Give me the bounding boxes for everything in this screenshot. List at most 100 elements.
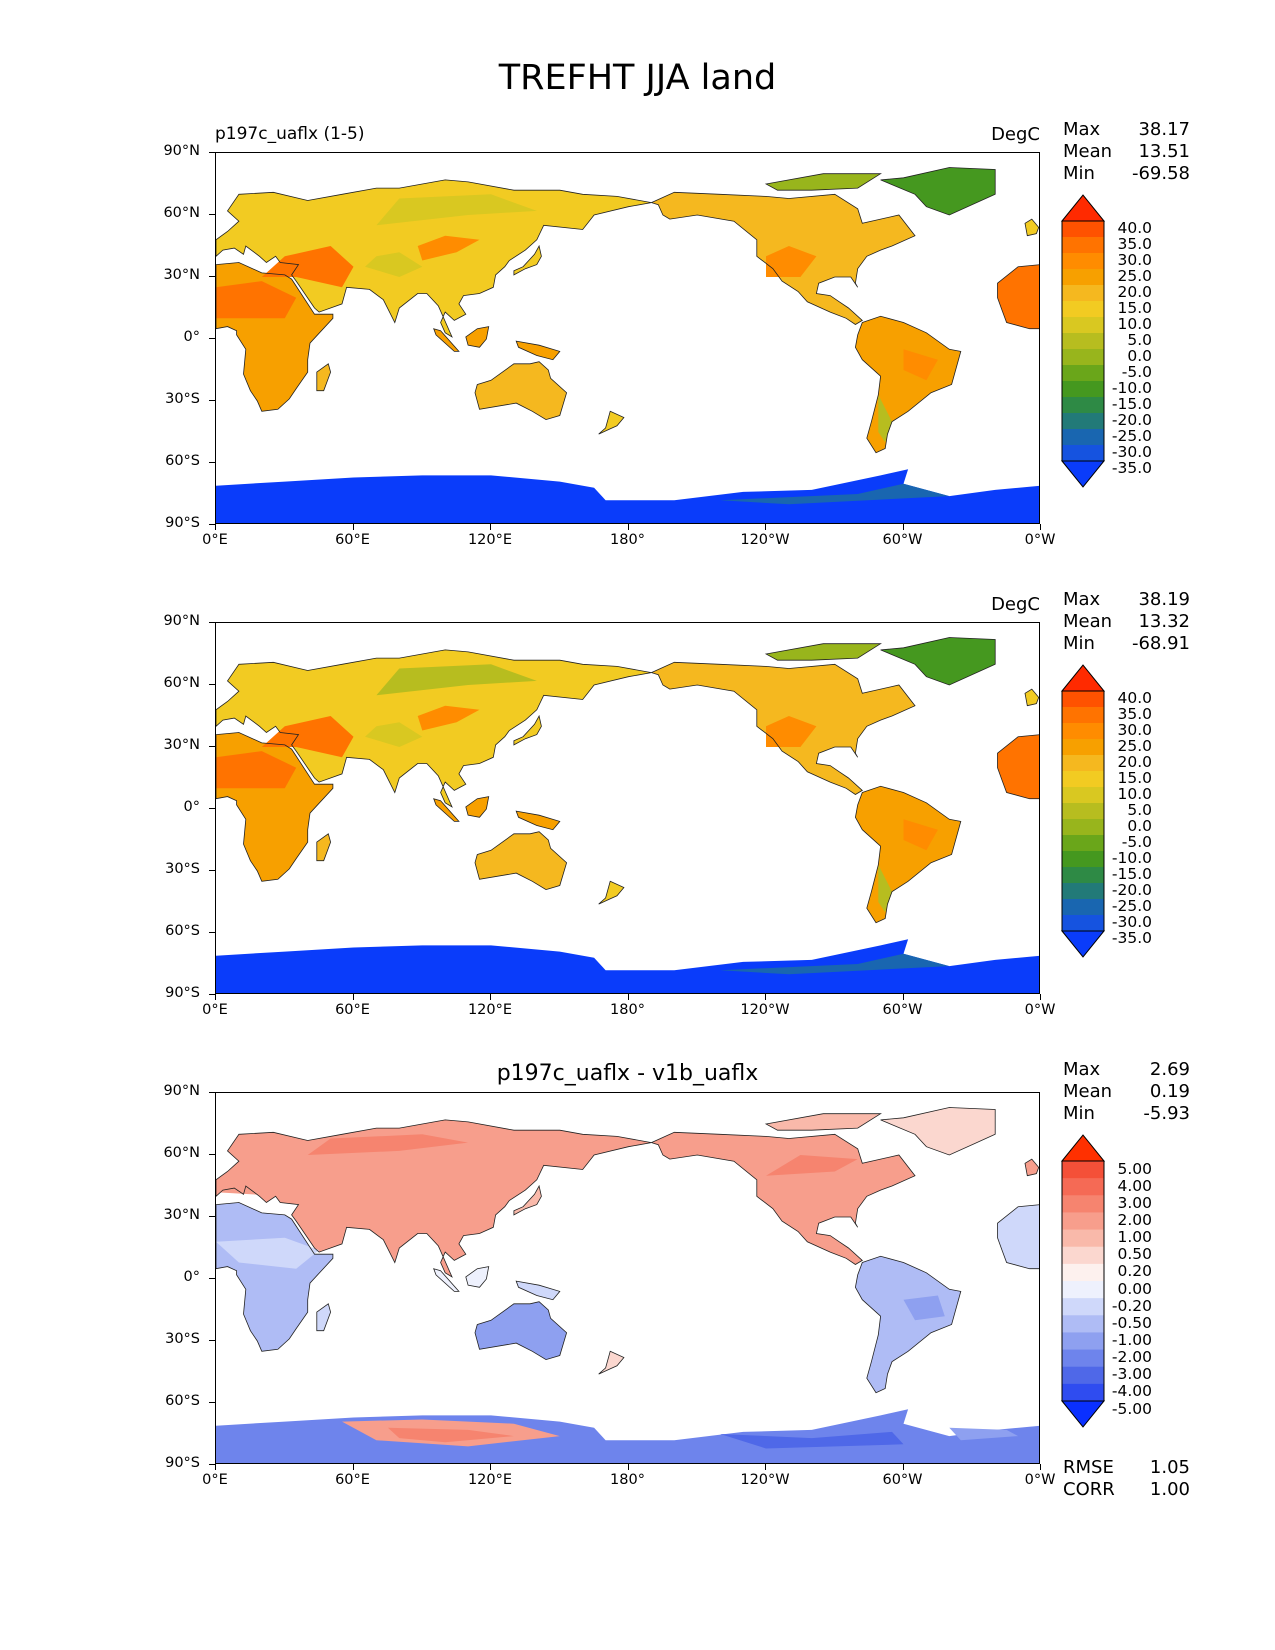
y-tick-label: 0° — [183, 799, 200, 815]
colorbar-level-label: 15.0 — [1117, 769, 1152, 787]
colorbar-level-label: -0.20 — [1111, 1296, 1152, 1315]
land-australia — [475, 361, 567, 420]
x-tick-mark — [215, 994, 217, 1000]
colorbar-extend-max — [1060, 1134, 1106, 1162]
stat-label-max: Max — [1063, 119, 1101, 140]
land-madagascar — [316, 833, 331, 861]
colorbar-level-label: -2.00 — [1111, 1348, 1152, 1367]
coastline-uk — [1024, 218, 1039, 237]
coastline-africaWest — [997, 734, 1039, 800]
land-australia — [475, 831, 567, 890]
coastline-eurasia — [216, 1119, 652, 1278]
colorbar-segment — [1062, 1195, 1104, 1213]
colorbar-level-label: -4.00 — [1111, 1382, 1152, 1401]
land-africaWest — [997, 264, 1039, 329]
colorbar-segment — [1062, 317, 1104, 334]
x-tick-label: 60°W — [882, 532, 923, 548]
panel-left-title: p197c_uaflx (1-5) — [215, 124, 365, 144]
x-tick-label: 120°W — [740, 1002, 790, 1018]
y-tick-mark — [209, 1402, 215, 1404]
colorbar — [1060, 664, 1106, 958]
colorbar-segment — [1062, 739, 1104, 756]
coastline-nz — [598, 410, 625, 435]
x-tick-label: 120°W — [740, 1472, 790, 1488]
x-tick-label: 0°E — [202, 532, 228, 548]
stat-label-corr: CORR — [1063, 1479, 1115, 1500]
x-tick-mark — [1040, 994, 1042, 1000]
stat-label-min: Min — [1063, 633, 1095, 654]
coastline-sumatra — [433, 798, 460, 822]
y-tick-label: 30°S — [165, 1331, 200, 1347]
land-sumatra — [433, 328, 459, 352]
colorbar-level-label: 20.0 — [1117, 753, 1152, 771]
coastline-southAmerica — [854, 785, 962, 924]
y-tick-mark — [209, 276, 215, 278]
stat-value-max: 38.19 — [1138, 589, 1190, 610]
coastline-africa — [216, 732, 334, 882]
colorbar-extend-max — [1060, 664, 1106, 692]
stat-value-min: -5.93 — [1143, 1103, 1190, 1124]
y-tick-label: 90°S — [165, 515, 200, 531]
colorbar-level-label: -35.0 — [1111, 929, 1152, 947]
colorbar-segment — [1062, 445, 1104, 462]
y-tick-label: 90°N — [163, 613, 200, 629]
y-tick-mark — [209, 994, 215, 996]
colorbar-segment — [1062, 755, 1104, 772]
colorbar-level-label: 25.0 — [1117, 267, 1152, 285]
y-tick-mark — [209, 746, 215, 748]
colorbar-level-label: 40.0 — [1117, 689, 1152, 707]
colorbar — [1060, 194, 1106, 488]
colorbar-segment — [1062, 1212, 1104, 1231]
land-japan — [513, 246, 542, 275]
x-tick-label: 120°E — [467, 1002, 513, 1018]
colorbar-segment — [1062, 899, 1104, 916]
colorbar-segment — [1062, 1366, 1104, 1385]
colorbar-level-label: 30.0 — [1117, 721, 1152, 739]
colorbar-level-label: 35.0 — [1117, 705, 1152, 723]
coastline-greenland — [880, 637, 996, 686]
coastline-greenland — [880, 1107, 996, 1156]
x-tick-label: 180° — [610, 1472, 645, 1488]
colorbar-segment — [1062, 707, 1104, 724]
stat-value-max: 2.69 — [1149, 1059, 1190, 1080]
coastline-arcticIslands — [764, 1113, 882, 1131]
stat-value-mean: 13.51 — [1138, 141, 1190, 162]
y-tick-label: 90°S — [165, 1455, 200, 1471]
colorbar-segment — [1062, 397, 1104, 414]
colorbar-segment — [1062, 1349, 1104, 1368]
map-panel-difference: p197c_uaflx - v1b_uaflx Max 2.69 Mean 0.19 Mi… — [0, 0, 1275, 1500]
colorbar-level-label: -30.0 — [1111, 913, 1152, 931]
colorbar-segment — [1062, 1263, 1104, 1282]
stat-value-min: -68.91 — [1131, 633, 1190, 654]
land-madagascar — [316, 1303, 331, 1331]
land-arcticIslands — [766, 643, 881, 661]
coastline-greenland — [880, 167, 996, 216]
colorbar-segment — [1062, 819, 1104, 836]
x-tick-mark — [1040, 524, 1042, 530]
map-plot — [216, 637, 1039, 993]
colorbar-level-label: 0.50 — [1117, 1245, 1152, 1264]
colorbar-level-label: -5.0 — [1121, 363, 1152, 381]
y-tick-mark — [209, 152, 215, 154]
coastline-northAmerica — [650, 661, 916, 795]
x-tick-label: 60°E — [335, 1472, 370, 1488]
coastline-australia — [474, 831, 568, 891]
colorbar-segment — [1062, 381, 1104, 398]
coastline-newguinea — [515, 340, 561, 361]
colorbar-segment — [1062, 1298, 1104, 1316]
colorbar-segment — [1062, 221, 1104, 238]
colorbar-level-label: 15.0 — [1117, 299, 1152, 317]
map-panel-reference: DegC Max 38.19 Mean 13.32 Min -68.91 90°N 60°N 30… — [0, 0, 1275, 1018]
land-sumatra — [433, 798, 459, 822]
y-tick-label: 0° — [183, 329, 200, 345]
land-nz — [598, 411, 624, 435]
y-tick-mark — [209, 524, 215, 526]
stat-value-corr: 1.00 — [1149, 1479, 1190, 1500]
land-borneo — [465, 796, 489, 818]
colorbar-level-label: 1.00 — [1117, 1228, 1152, 1247]
coastline-southAmerica — [854, 1255, 962, 1394]
land-newguinea — [516, 341, 560, 360]
land-arcticIslands — [766, 1113, 881, 1131]
stat-value-rmse: 1.05 — [1149, 1457, 1190, 1478]
x-tick-label: 0°W — [1024, 1002, 1056, 1018]
